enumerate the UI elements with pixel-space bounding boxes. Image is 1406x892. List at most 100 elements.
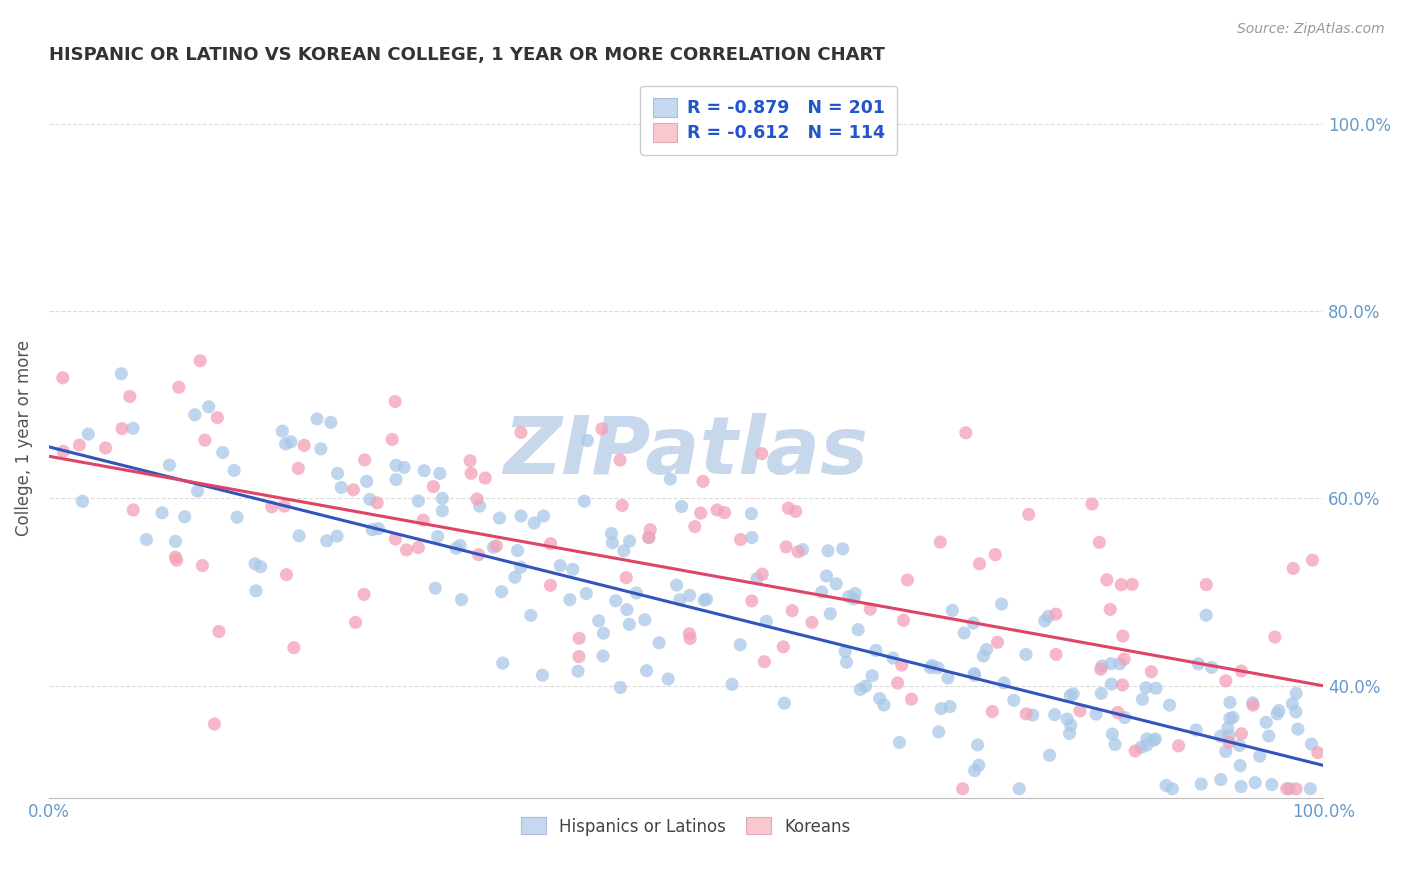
Point (849, 682, 872, 697)
Point (287, 461, 309, 475)
Point (1241, 698, 1264, 713)
Point (432, 504, 454, 518)
Point (984, 548, 1007, 562)
Point (929, 535, 952, 549)
Point (741, 531, 763, 545)
Point (962, 616, 984, 631)
Point (188, 353, 211, 368)
Point (426, 529, 449, 543)
Point (1256, 715, 1278, 730)
Point (509, 560, 531, 574)
Point (591, 422, 613, 436)
Point (165, 534, 187, 549)
Point (1278, 781, 1301, 796)
Point (772, 640, 794, 654)
Point (1195, 608, 1218, 623)
Point (110, 367, 132, 381)
Point (1088, 535, 1111, 549)
Point (211, 445, 233, 459)
Point (1002, 693, 1025, 707)
Point (1222, 710, 1244, 724)
Point (474, 471, 496, 485)
Point (626, 586, 648, 600)
Point (1142, 733, 1164, 747)
Point (208, 624, 231, 639)
Point (619, 617, 641, 632)
Point (288, 529, 311, 543)
Point (993, 676, 1015, 690)
Point (778, 501, 800, 516)
Point (817, 543, 839, 558)
Point (1218, 735, 1240, 749)
Point (1114, 652, 1136, 666)
Point (1229, 758, 1251, 772)
Point (592, 626, 614, 640)
Point (540, 537, 562, 551)
Point (485, 539, 508, 553)
Point (1112, 629, 1135, 643)
Point (307, 412, 329, 426)
Point (356, 475, 378, 489)
Point (1201, 660, 1223, 674)
Point (1136, 738, 1159, 752)
Point (952, 781, 974, 796)
Point (1144, 681, 1167, 696)
Point (1229, 739, 1251, 753)
Point (1059, 726, 1081, 740)
Point (326, 529, 349, 543)
Point (927, 661, 949, 675)
Point (592, 648, 614, 663)
Point (197, 400, 219, 414)
Point (575, 586, 598, 600)
Point (222, 463, 245, 477)
Point (1123, 744, 1146, 758)
Point (619, 534, 641, 549)
Point (893, 613, 915, 627)
Point (173, 509, 195, 524)
Point (1090, 686, 1112, 700)
Point (981, 705, 1004, 719)
Point (609, 453, 631, 467)
Point (1286, 722, 1309, 736)
Point (460, 467, 482, 481)
Point (568, 632, 591, 646)
Point (588, 614, 610, 628)
Point (1216, 721, 1239, 735)
Point (1187, 657, 1209, 671)
Point (150, 506, 173, 520)
Point (1230, 727, 1253, 741)
Point (506, 543, 529, 558)
Point (1130, 740, 1153, 755)
Point (432, 491, 454, 506)
Point (1101, 727, 1123, 741)
Point (825, 576, 848, 591)
Point (1069, 704, 1091, 718)
Point (165, 550, 187, 565)
Point (683, 519, 706, 533)
Point (844, 586, 866, 600)
Point (920, 661, 942, 675)
Point (1039, 748, 1062, 763)
Point (408, 541, 430, 555)
Point (1230, 664, 1253, 678)
Point (669, 592, 692, 607)
Text: HISPANIC OR LATINO VS KOREAN COLLEGE, 1 YEAR OR MORE CORRELATION CHART: HISPANIC OR LATINO VS KOREAN COLLEGE, 1 … (49, 46, 884, 64)
Point (609, 681, 631, 695)
Point (810, 585, 832, 599)
Point (429, 467, 451, 481)
Point (1104, 738, 1126, 752)
Point (614, 571, 637, 585)
Point (1301, 553, 1323, 567)
Point (613, 544, 636, 558)
Point (1219, 711, 1241, 725)
Point (249, 559, 271, 574)
Point (276, 567, 298, 582)
Point (1161, 781, 1184, 796)
Point (638, 530, 661, 544)
Point (815, 569, 838, 583)
Point (820, 607, 842, 621)
Point (963, 668, 986, 682)
Point (503, 570, 526, 584)
Point (1209, 772, 1232, 787)
Point (963, 764, 986, 778)
